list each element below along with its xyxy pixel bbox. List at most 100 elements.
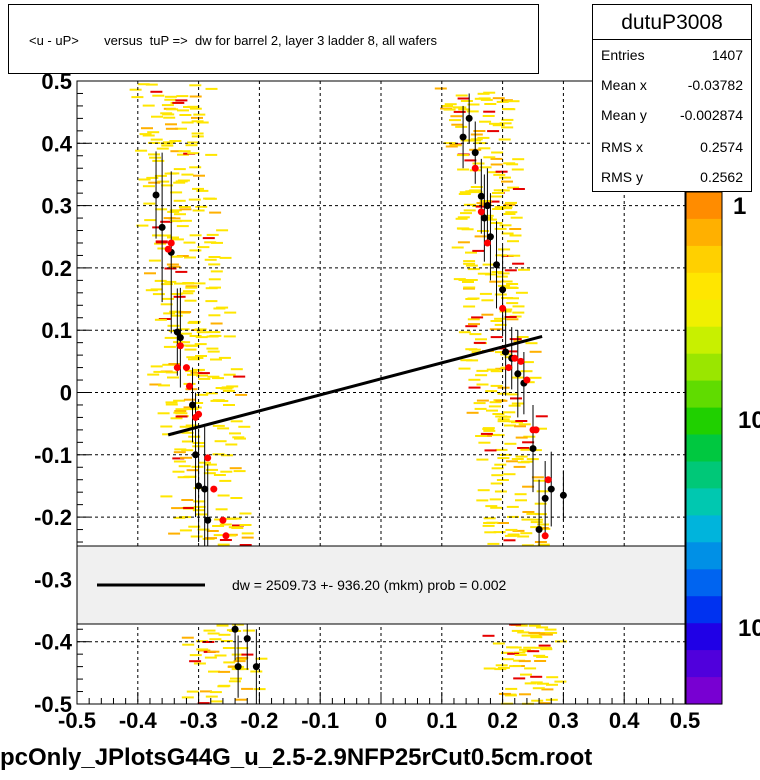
hist-cell: [538, 644, 551, 647]
hist-cell: [135, 149, 148, 152]
hist-cell: [222, 647, 235, 649]
hist-cell: [445, 145, 458, 148]
hist-cell: [255, 657, 268, 660]
hist-cell: [207, 650, 220, 653]
hist-cell: [529, 376, 542, 379]
hist-cell: [185, 388, 198, 391]
hist-cell: [131, 96, 144, 99]
hist-cell: [457, 97, 470, 100]
hist-cell: [501, 232, 514, 235]
hist-cell: [150, 365, 163, 368]
hist-cell: [529, 350, 542, 353]
red-point: [544, 476, 552, 484]
hist-cell: [234, 658, 247, 661]
hist-cell: [206, 347, 219, 350]
hist-cell: [169, 140, 182, 142]
hist-cell: [212, 399, 225, 402]
palette-swatch: [686, 192, 722, 220]
hist-cell: [175, 408, 188, 411]
hist-cell: [181, 292, 194, 295]
black-point: [547, 485, 555, 493]
hist-cell: [500, 99, 513, 102]
hist-cell: [506, 460, 518, 463]
palette-swatch: [686, 299, 722, 328]
hist-cell: [545, 698, 558, 701]
hist-cell: [454, 106, 467, 109]
hist-cell: [195, 355, 207, 357]
hist-cell: [142, 185, 155, 188]
hist-cell: [213, 307, 226, 310]
hist-cell: [227, 665, 240, 668]
hist-cell: [239, 524, 252, 526]
black-point: [152, 191, 160, 199]
hist-cell: [512, 188, 525, 190]
hist-cell: [185, 144, 198, 147]
hist-cell: [489, 401, 502, 404]
hist-cell: [531, 476, 544, 479]
hist-cell: [193, 282, 206, 285]
hist-cell: [465, 348, 478, 351]
hist-cell: [162, 363, 175, 366]
hist-cell: [505, 211, 518, 214]
black-point: [231, 625, 239, 633]
hist-cell: [178, 150, 191, 153]
hist-cell: [476, 458, 489, 461]
hist-cell: [492, 192, 504, 194]
hist-cell: [509, 338, 522, 341]
footer-filename: pcOnly_JPlotsG44G_u_2.5-2.9NFP25rCut0.5c…: [0, 744, 593, 771]
red-point: [517, 357, 525, 365]
hist-cell: [173, 168, 186, 171]
hist-cell: [167, 324, 180, 327]
hist-cell: [191, 465, 204, 468]
hist-cell: [494, 206, 507, 209]
hist-cell: [458, 108, 471, 111]
black-point: [529, 445, 537, 453]
color-palette: [685, 191, 723, 705]
hist-cell: [521, 361, 534, 364]
hist-cell: [508, 420, 521, 423]
hist-cell: [212, 424, 225, 427]
hist-cell: [482, 115, 495, 117]
hist-cell: [232, 524, 244, 527]
hist-cell: [490, 157, 503, 160]
hist-cell: [165, 401, 178, 404]
hist-cell: [490, 336, 503, 339]
hist-cell: [498, 248, 511, 251]
hist-cell: [490, 384, 503, 387]
hist-cell: [148, 181, 161, 184]
hist-cell: [189, 249, 202, 252]
y-tick-label: -0.2: [34, 505, 72, 530]
hist-cell: [470, 133, 483, 136]
hist-cell: [487, 200, 500, 203]
x-tick-label: -0.1: [301, 708, 339, 733]
hist-cell: [512, 158, 525, 161]
hist-cell: [174, 282, 186, 285]
hist-cell: [229, 432, 241, 435]
hist-cell: [197, 372, 210, 375]
hist-cell: [179, 529, 192, 532]
red-point: [505, 364, 513, 372]
hist-cell: [188, 358, 200, 361]
hist-cell: [189, 660, 202, 663]
fit-line: [167, 334, 543, 437]
hist-cell: [512, 262, 525, 265]
hist-cell: [189, 335, 202, 337]
hist-cell: [212, 377, 224, 380]
stat-value: 0.2574: [700, 139, 743, 155]
black-point: [459, 133, 467, 141]
x-tick-label: -0.5: [58, 708, 96, 733]
hist-cell: [530, 675, 543, 678]
hist-cell: [180, 456, 192, 459]
x-tick-label: 0: [375, 708, 387, 733]
hist-cell: [469, 189, 482, 192]
hist-cell: [200, 690, 212, 693]
hist-cell: [172, 457, 185, 460]
hist-cell: [218, 633, 231, 636]
hist-cell: [453, 110, 466, 113]
hist-cell: [144, 272, 156, 275]
hist-cell: [503, 213, 516, 215]
hist-cell: [235, 393, 248, 396]
hist-cell: [209, 211, 222, 214]
hist-cell: [466, 110, 479, 113]
hist-cell: [512, 311, 525, 314]
